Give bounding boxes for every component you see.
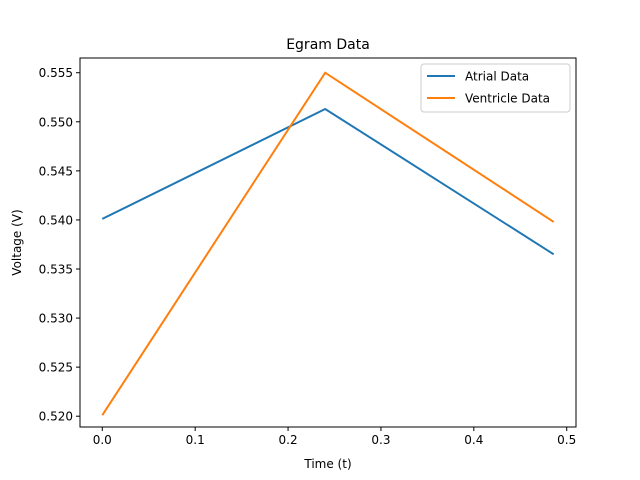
legend-box	[420, 63, 571, 113]
x-tick-label: 0.2	[279, 433, 298, 447]
x-axis-label: Time (t)	[303, 457, 351, 471]
legend: Atrial Data Ventricle Data	[420, 63, 571, 113]
y-tick-label: 0.520	[39, 410, 73, 424]
x-axis-ticks: 0.0 0.1 0.2 0.3 0.4 0.5	[93, 427, 576, 447]
series-line-1	[101, 107, 555, 256]
y-tick-label: 0.530	[39, 312, 73, 326]
y-tick-label: 0.550	[39, 115, 73, 129]
legend-label: Ventricle Data	[465, 92, 550, 106]
x-tick-label: 0.4	[464, 433, 483, 447]
x-tick-label: 0.5	[557, 433, 576, 447]
legend-label: Atrial Data	[465, 70, 529, 84]
plot-area	[101, 71, 555, 416]
y-axis-ticks: 0.520 0.525 0.530 0.535 0.540 0.545 0.550 0.555	[39, 66, 80, 424]
axes-frame	[79, 57, 577, 428]
y-axis-label: Voltage (V)	[10, 209, 24, 275]
x-tick-label: 0.3	[371, 433, 390, 447]
y-tick-label: 0.535	[39, 262, 73, 276]
y-tick-label: 0.525	[39, 361, 73, 375]
y-tick-label: 0.545	[39, 164, 73, 178]
x-tick-label: 0.0	[93, 433, 112, 447]
series-line-2	[101, 71, 555, 416]
x-tick-label: 0.1	[186, 433, 205, 447]
y-tick-label: 0.540	[39, 213, 73, 227]
y-tick-label: 0.555	[39, 66, 73, 80]
chart-title: Egram Data	[286, 37, 370, 53]
